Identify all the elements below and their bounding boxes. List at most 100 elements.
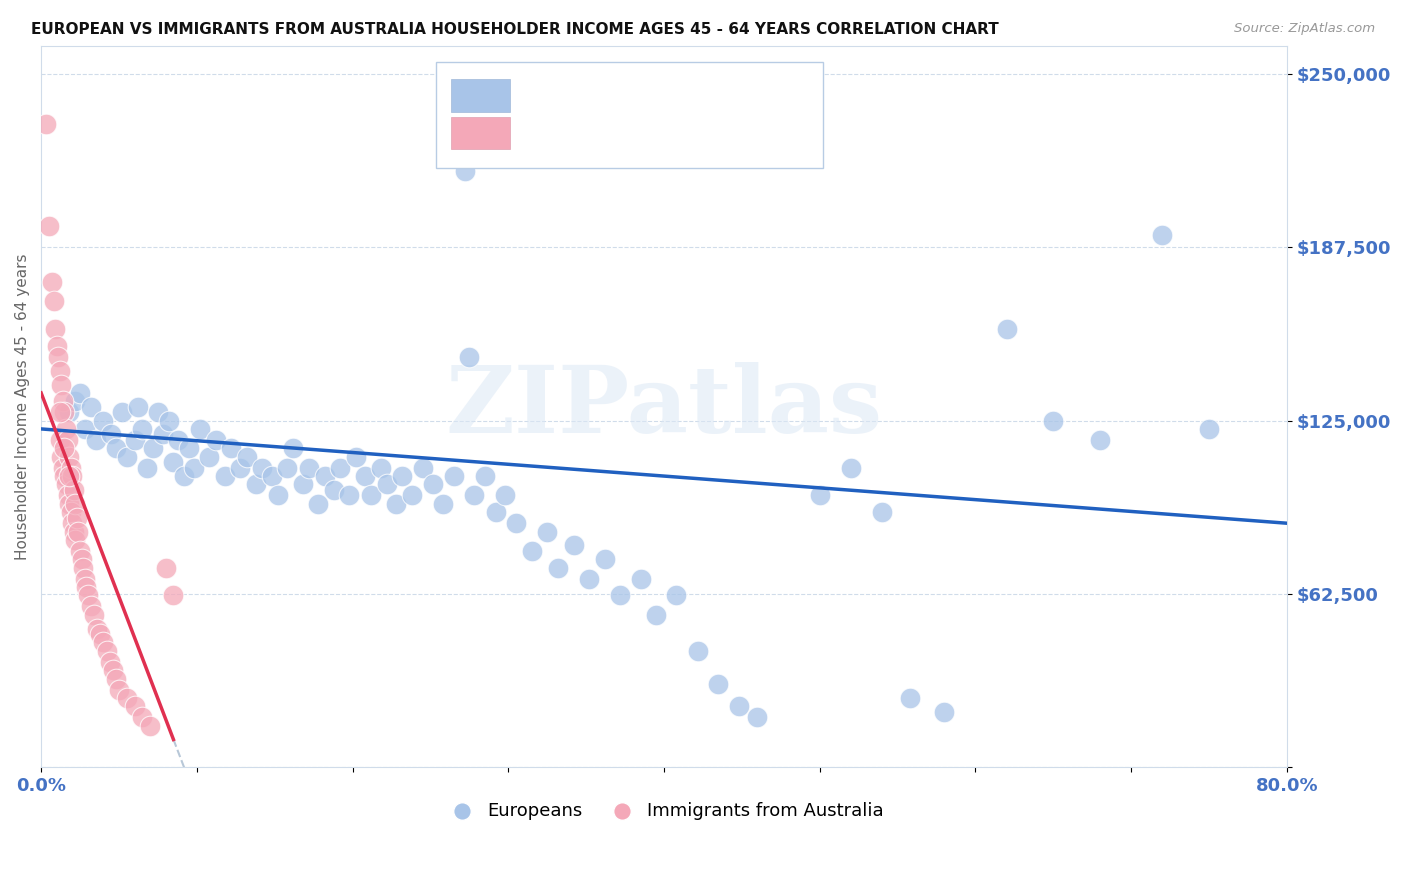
Point bbox=[62, 483, 84, 497]
Point bbox=[146, 405, 169, 419]
Point bbox=[630, 572, 652, 586]
Point bbox=[124, 433, 146, 447]
Point bbox=[401, 488, 423, 502]
Point bbox=[111, 405, 134, 419]
Point bbox=[432, 497, 454, 511]
Point bbox=[162, 588, 184, 602]
Point bbox=[354, 469, 377, 483]
Point bbox=[593, 552, 616, 566]
Point bbox=[1152, 227, 1174, 242]
Point bbox=[329, 460, 352, 475]
Point bbox=[93, 635, 115, 649]
Point bbox=[167, 433, 190, 447]
Point bbox=[547, 560, 569, 574]
Point bbox=[80, 599, 103, 614]
Point bbox=[35, 117, 58, 131]
Point bbox=[485, 505, 508, 519]
Point bbox=[188, 422, 211, 436]
Point bbox=[55, 422, 77, 436]
Point bbox=[162, 455, 184, 469]
Point bbox=[65, 394, 87, 409]
Point bbox=[67, 524, 90, 539]
Point bbox=[89, 627, 111, 641]
Point bbox=[688, 644, 710, 658]
Point bbox=[58, 497, 80, 511]
Text: EUROPEAN VS IMMIGRANTS FROM AUSTRALIA HOUSEHOLDER INCOME AGES 45 - 64 YEARS CORR: EUROPEAN VS IMMIGRANTS FROM AUSTRALIA HO… bbox=[31, 22, 998, 37]
Point bbox=[80, 400, 103, 414]
Point bbox=[283, 442, 305, 456]
Point bbox=[49, 433, 72, 447]
Point bbox=[136, 460, 159, 475]
Point bbox=[173, 469, 195, 483]
Point bbox=[291, 477, 314, 491]
Point bbox=[339, 488, 361, 502]
Point bbox=[177, 442, 200, 456]
Point bbox=[474, 469, 496, 483]
Point bbox=[898, 690, 921, 705]
Point bbox=[344, 450, 367, 464]
Point bbox=[727, 699, 749, 714]
Point bbox=[609, 588, 631, 602]
Text: R =  -0.177   N = 80: R = -0.177 N = 80 bbox=[519, 87, 710, 104]
Text: Source: ZipAtlas.com: Source: ZipAtlas.com bbox=[1234, 22, 1375, 36]
Point bbox=[839, 460, 862, 475]
Point bbox=[870, 505, 893, 519]
Point bbox=[69, 544, 91, 558]
Point bbox=[298, 460, 321, 475]
Point bbox=[100, 427, 122, 442]
Point bbox=[75, 580, 97, 594]
Point bbox=[66, 510, 89, 524]
Point bbox=[505, 516, 527, 531]
Point bbox=[98, 655, 121, 669]
Point bbox=[458, 350, 481, 364]
Point bbox=[314, 469, 336, 483]
Point bbox=[360, 488, 382, 502]
Point bbox=[60, 516, 83, 531]
Point bbox=[219, 442, 242, 456]
Point bbox=[53, 405, 76, 419]
Point bbox=[44, 322, 66, 336]
Point bbox=[422, 477, 444, 491]
Point bbox=[76, 588, 98, 602]
Point bbox=[578, 572, 600, 586]
Point bbox=[58, 405, 80, 419]
Point bbox=[131, 422, 153, 436]
Point bbox=[45, 339, 67, 353]
Point bbox=[53, 469, 76, 483]
Point bbox=[108, 682, 131, 697]
Point bbox=[1198, 422, 1220, 436]
Legend: Europeans, Immigrants from Australia: Europeans, Immigrants from Australia bbox=[437, 794, 891, 827]
Point bbox=[83, 607, 105, 622]
Point bbox=[56, 488, 79, 502]
Point bbox=[124, 699, 146, 714]
Point bbox=[494, 488, 516, 502]
Point bbox=[235, 450, 257, 464]
Point bbox=[59, 460, 82, 475]
Point bbox=[453, 164, 475, 178]
Point bbox=[391, 469, 413, 483]
Point bbox=[152, 427, 174, 442]
Point bbox=[72, 560, 94, 574]
Point bbox=[65, 497, 87, 511]
Point bbox=[52, 394, 75, 409]
Point bbox=[53, 442, 76, 456]
Point bbox=[104, 672, 127, 686]
Point bbox=[155, 560, 177, 574]
Point bbox=[59, 505, 82, 519]
Point bbox=[747, 710, 769, 724]
Point bbox=[58, 450, 80, 464]
Point bbox=[42, 294, 65, 309]
Point bbox=[245, 477, 267, 491]
Point bbox=[995, 322, 1018, 336]
Point bbox=[536, 524, 558, 539]
Point bbox=[934, 705, 956, 719]
Point bbox=[69, 385, 91, 400]
Point bbox=[267, 488, 290, 502]
Text: ZIPatlas: ZIPatlas bbox=[446, 362, 883, 451]
Point bbox=[443, 469, 465, 483]
Point bbox=[93, 414, 115, 428]
Point bbox=[55, 477, 77, 491]
Point bbox=[645, 607, 668, 622]
Point bbox=[520, 544, 543, 558]
Point bbox=[60, 469, 83, 483]
